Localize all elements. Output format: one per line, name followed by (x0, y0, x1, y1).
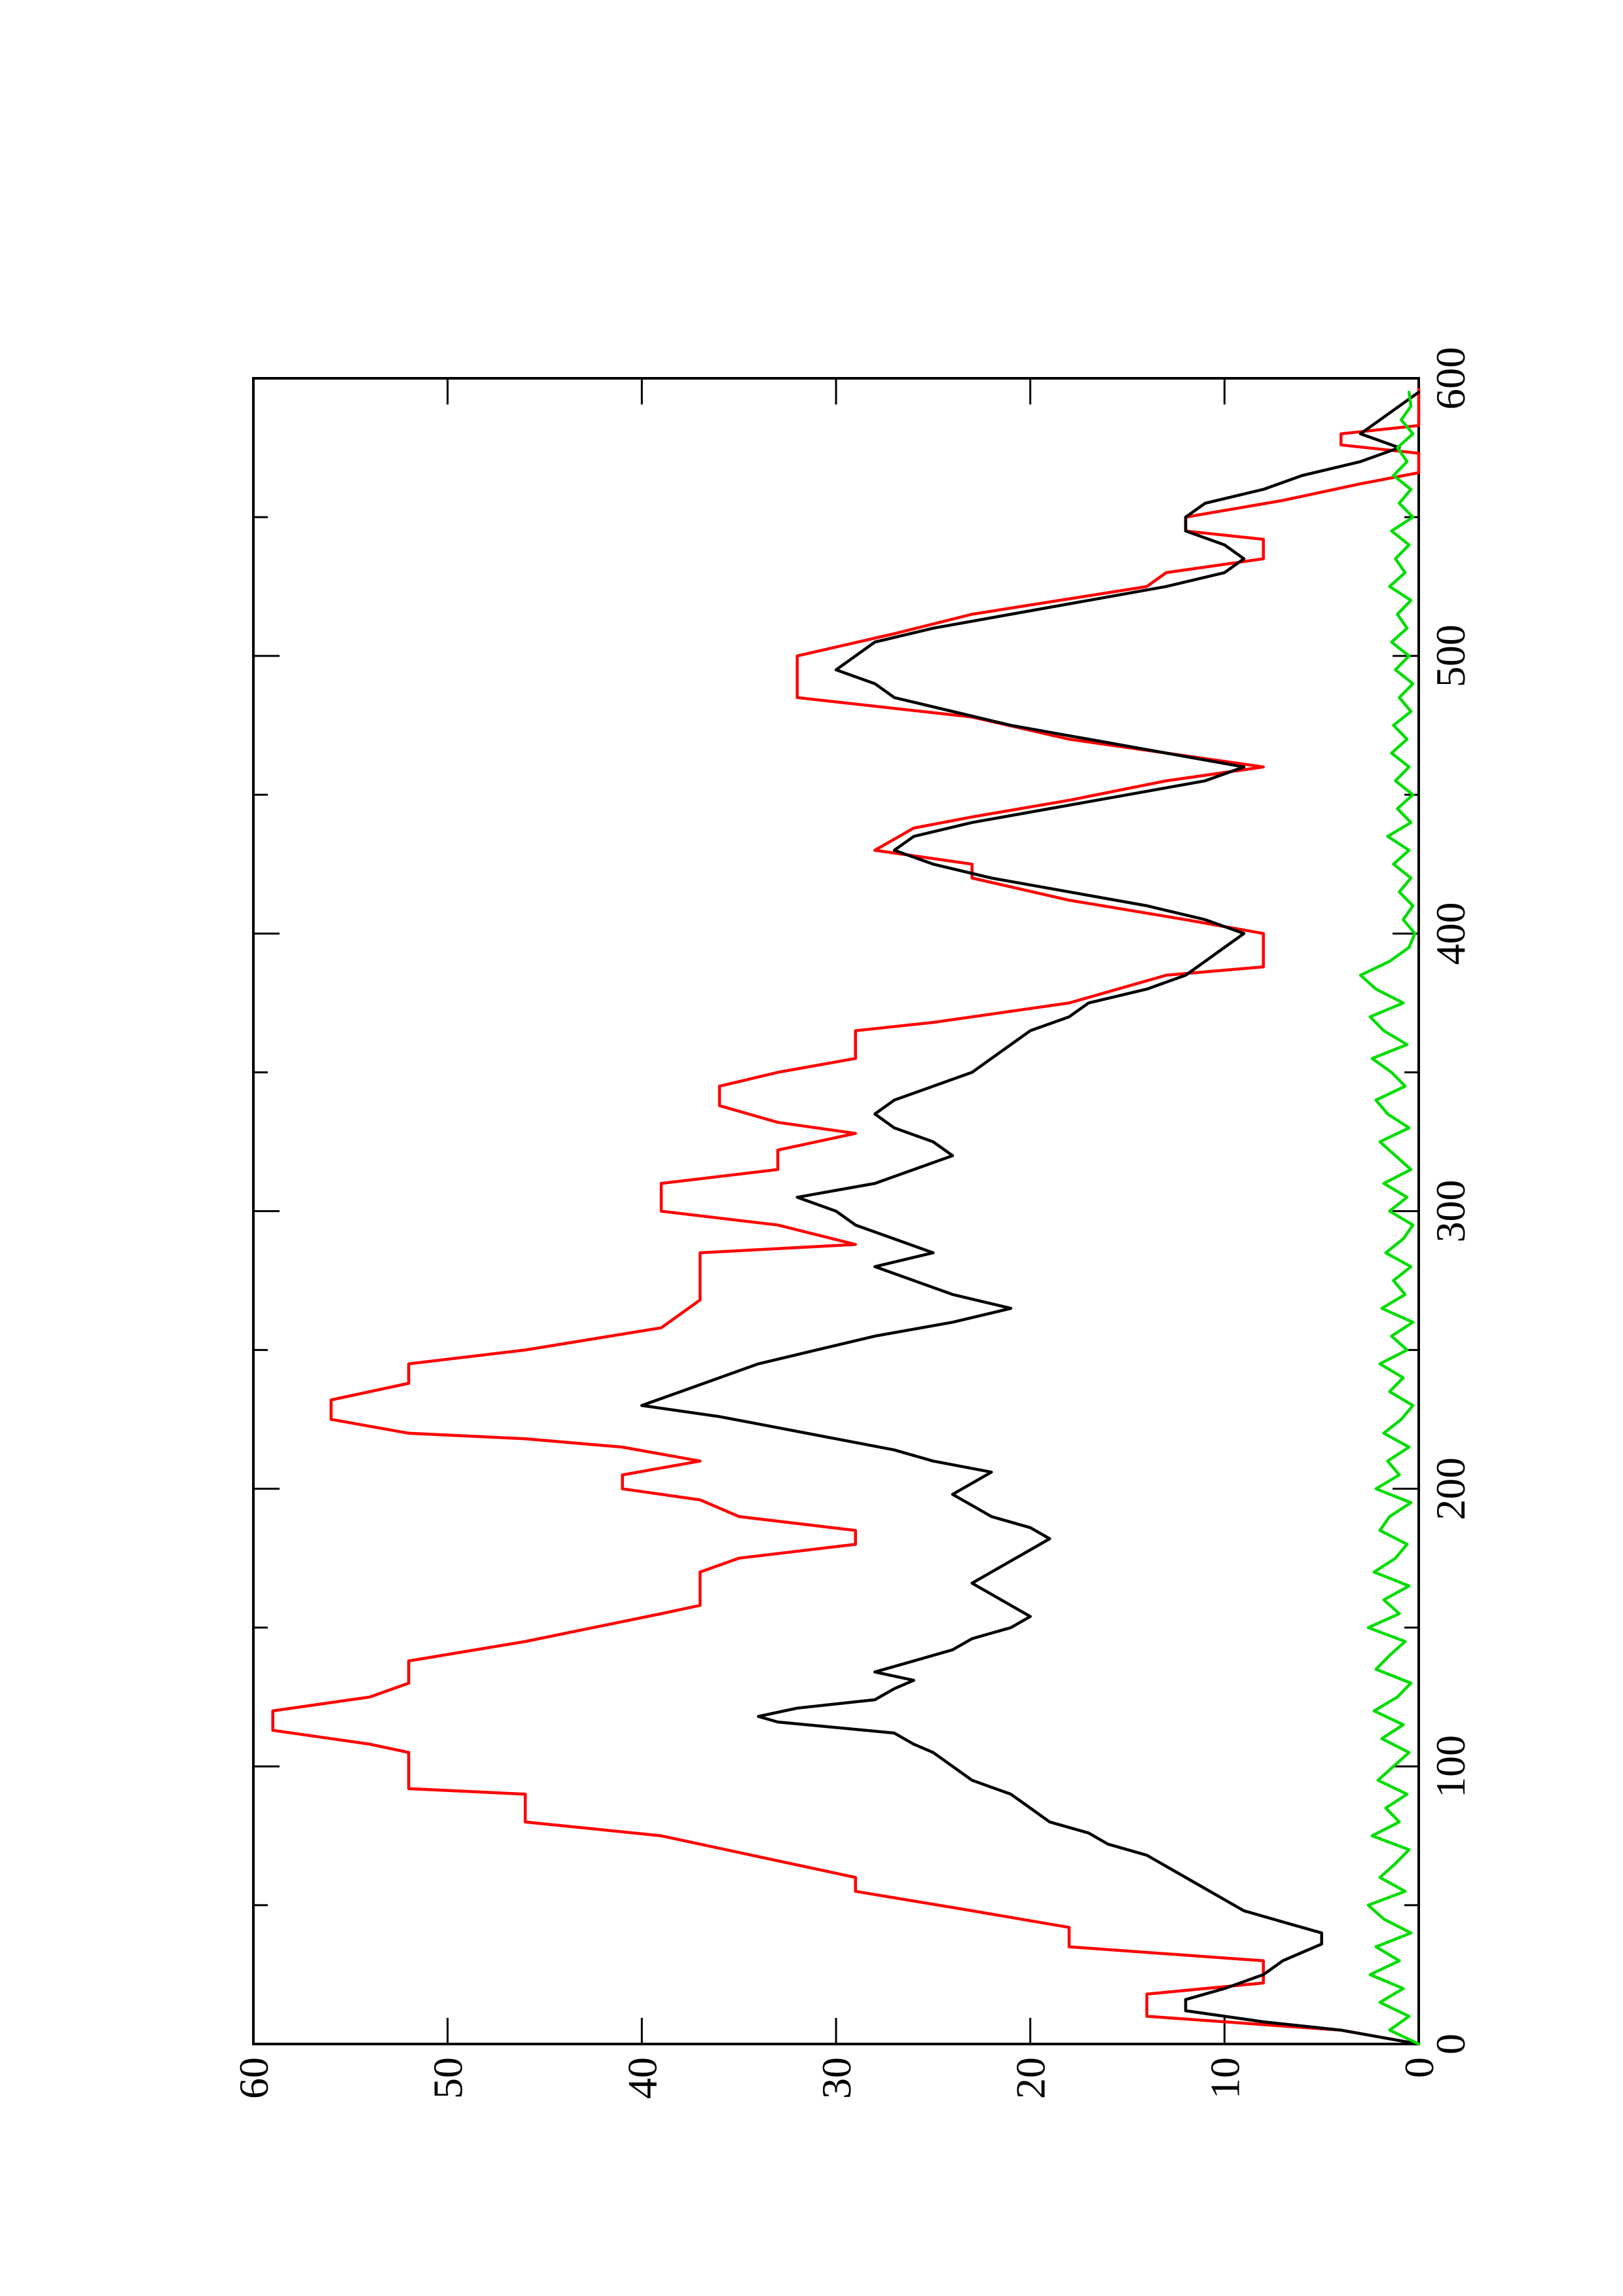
x-tick-label: 500 (1427, 624, 1474, 687)
y-tick-label: 0 (1396, 2057, 1442, 2078)
series-line-3 (1359, 390, 1421, 2046)
y-axis-ticks: 0 10 20 30 40 50 60 (230, 378, 1442, 2099)
x-tick-label: 0 (1427, 2034, 1474, 2054)
y-tick-label: 40 (619, 2057, 665, 2099)
plot-area: 0 100 200 300 400 500 600 0 10 20 30 40 50 60 (230, 347, 1474, 2099)
y-tick-label: 50 (425, 2057, 471, 2099)
x-tick-label: 400 (1427, 902, 1474, 965)
x-axis-ticks: 0 100 200 300 400 500 600 (253, 347, 1474, 2054)
y-tick-label: 30 (813, 2057, 860, 2099)
series-line-1 (271, 387, 1421, 2046)
x-tick-label: 200 (1427, 1458, 1474, 1520)
series-line-2 (640, 390, 1421, 2046)
x-tick-label: 100 (1427, 1735, 1474, 1798)
series-layer (271, 387, 1421, 2046)
x-tick-label: 300 (1427, 1180, 1474, 1243)
y-tick-label: 60 (230, 2057, 277, 2099)
y-tick-label: 20 (1008, 2057, 1054, 2099)
y-tick-label: 10 (1201, 2057, 1248, 2099)
x-tick-label: 600 (1427, 347, 1474, 410)
